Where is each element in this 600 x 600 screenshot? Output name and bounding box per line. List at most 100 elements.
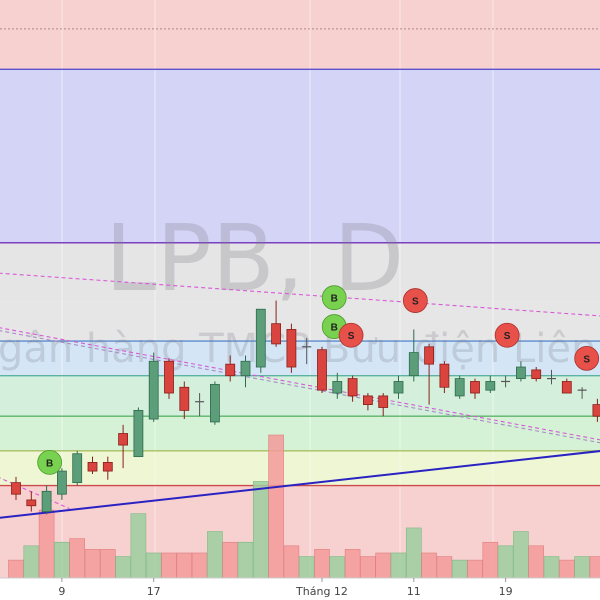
candle[interactable]: [148, 352, 159, 422]
volume-bar: [497, 545, 514, 579]
sell-signal-marker[interactable]: S: [338, 322, 364, 348]
sell-signal-circle: [338, 322, 364, 348]
volume-bar: [84, 549, 101, 579]
candle[interactable]: [317, 346, 327, 394]
candle[interactable]: [72, 450, 83, 486]
trendline-channel-mid-2[interactable]: [0, 327, 600, 448]
candle[interactable]: [271, 300, 282, 347]
candle[interactable]: [118, 424, 128, 469]
buy-signal-circle: [321, 285, 347, 311]
candle-body: [362, 395, 373, 405]
candle[interactable]: [255, 308, 266, 373]
trendline-channel-top[interactable]: [0, 272, 600, 318]
volume-bar: [360, 556, 376, 579]
candle[interactable]: [102, 456, 113, 480]
candle-body: [531, 369, 542, 379]
candle[interactable]: [225, 355, 236, 382]
candle[interactable]: [11, 476, 21, 500]
candle-body: [592, 404, 600, 417]
candle-body: [164, 360, 174, 394]
candle[interactable]: [41, 485, 52, 515]
candle-body: [408, 352, 419, 377]
candle-body: [378, 395, 389, 408]
candle-body: [118, 433, 128, 446]
volume-bar: [130, 513, 147, 579]
candle[interactable]: [408, 329, 419, 382]
price-zone-7: [0, 416, 600, 451]
signal-marker-text: B: [46, 458, 53, 469]
candle-body: [225, 363, 236, 377]
trendline-support[interactable]: [0, 448, 600, 520]
volume-bar: [344, 549, 361, 579]
volume-bar: [298, 556, 315, 579]
candle[interactable]: [347, 375, 358, 402]
volume-bar: [54, 541, 70, 579]
candle[interactable]: [501, 375, 511, 388]
candle[interactable]: [209, 381, 220, 425]
candle[interactable]: [531, 367, 542, 382]
candle[interactable]: [378, 393, 389, 417]
trendline-channel-mid[interactable]: [0, 324, 600, 445]
signal-marker-text: B: [331, 294, 338, 305]
candle[interactable]: [302, 338, 312, 365]
volume-bar: [574, 556, 590, 579]
candle[interactable]: [57, 468, 67, 500]
watermark-symbol: LPB, D: [105, 205, 404, 312]
candle[interactable]: [240, 355, 251, 388]
candle[interactable]: [286, 323, 297, 373]
candle-body: [561, 381, 572, 394]
volume-bars: [8, 434, 600, 579]
volume-bar: [451, 559, 468, 579]
candle[interactable]: [547, 369, 556, 385]
volume-bar: [513, 531, 529, 579]
volume-bar: [222, 541, 238, 579]
candle[interactable]: [454, 375, 465, 399]
candle-body: [255, 308, 266, 368]
candle-body: [516, 366, 526, 379]
signal-marker-text: S: [504, 331, 511, 342]
signal-marker-text: S: [412, 297, 419, 308]
candle[interactable]: [439, 361, 450, 394]
candle[interactable]: [179, 381, 190, 420]
candle[interactable]: [485, 375, 496, 394]
candle[interactable]: [133, 407, 144, 458]
volume-bar: [390, 552, 407, 579]
trendline-channel-low[interactable]: [0, 468, 70, 510]
candle[interactable]: [164, 358, 174, 399]
candle[interactable]: [26, 491, 37, 512]
candle[interactable]: [577, 387, 587, 399]
sell-signal-marker[interactable]: S: [494, 322, 520, 348]
buy-signal-marker[interactable]: B: [37, 449, 63, 475]
candle[interactable]: [470, 378, 480, 399]
x-tick-label: Tháng 12: [295, 585, 348, 598]
candle[interactable]: [195, 393, 205, 417]
signal-marker-text: S: [348, 331, 355, 342]
price-zone-0: [0, 0, 600, 29]
candle[interactable]: [332, 372, 343, 399]
volume-bar: [268, 434, 284, 579]
volume-bar: [115, 556, 131, 579]
candle[interactable]: [393, 375, 404, 399]
volume-bar: [436, 556, 453, 579]
candle[interactable]: [516, 361, 526, 382]
candle-body: [240, 360, 251, 377]
candle[interactable]: [561, 378, 572, 394]
candle[interactable]: [362, 393, 373, 411]
volume-bar: [100, 549, 116, 579]
sell-signal-marker[interactable]: S: [402, 288, 428, 313]
candle[interactable]: [592, 398, 600, 422]
volume-bar: [543, 556, 560, 579]
buy-signal-marker[interactable]: B: [321, 285, 347, 311]
sell-signal-marker[interactable]: S: [574, 345, 600, 371]
candle-body: [148, 360, 159, 420]
trendlines[interactable]: [0, 272, 600, 521]
candle-body: [485, 381, 496, 391]
volume-bar: [161, 552, 177, 579]
candles[interactable]: [11, 300, 600, 515]
candle-body: [179, 386, 190, 411]
candle[interactable]: [424, 343, 435, 405]
candle[interactable]: [87, 456, 98, 474]
